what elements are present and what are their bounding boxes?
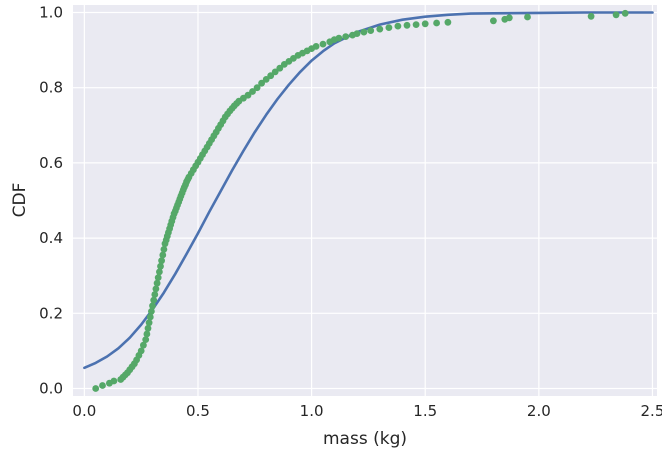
y-tick-label: 1.0 (39, 4, 63, 22)
empirical-cdf-point (444, 18, 452, 26)
y-tick-label: 0.6 (39, 154, 63, 172)
empirical-cdf-point (249, 88, 256, 95)
empirical-cdf-point (621, 9, 629, 17)
grid-lines (73, 5, 657, 396)
empirical-cdf-point (353, 30, 361, 37)
x-axis-label: mass (kg) (323, 429, 407, 449)
empirical-cdf-point (258, 79, 265, 87)
empirical-cdf-point (433, 19, 440, 27)
empirical-cdf-point (160, 246, 168, 253)
y-tick-label: 0.0 (39, 379, 63, 397)
empirical-cdf-point (276, 64, 284, 72)
empirical-cdf-point (137, 347, 145, 355)
empirical-cdf-point (385, 24, 393, 31)
empirical-cdf-point (490, 17, 497, 25)
empirical-cdf-point (312, 43, 320, 50)
empirical-cdf-point (151, 291, 159, 298)
empirical-cdf-point (146, 313, 154, 321)
empirical-cdf-point (158, 257, 166, 265)
y-tick-labels: 0.0 0.2 0.4 0.6 0.8 1.0 (39, 4, 63, 398)
y-axis-label: CDF (10, 183, 30, 218)
empirical-cdf-point (412, 21, 420, 28)
x-tick-label: 0.0 (72, 402, 96, 420)
empirical-cdf-point (99, 382, 106, 389)
empirical-cdf-point (367, 27, 375, 34)
x-tick-label: 0.5 (186, 402, 210, 420)
empirical-cdf-point (244, 91, 252, 99)
plot-area (73, 5, 657, 396)
empirical-cdf-point (524, 13, 531, 21)
empirical-cdf-point (153, 279, 161, 287)
model-cdf-line (83, 11, 654, 370)
empirical-cdf-point (253, 84, 261, 92)
empirical-cdf-point (319, 40, 327, 48)
empirical-cdf-point (148, 308, 155, 315)
empirical-cdf-point (376, 25, 384, 33)
y-tick-label: 0.2 (39, 304, 63, 322)
empirical-cdf-point (150, 296, 158, 304)
empirical-cdf-point (142, 336, 150, 343)
empirical-cdf-point (154, 274, 162, 281)
empirical-cdf-point (421, 20, 429, 28)
empirical-cdf-point (360, 28, 368, 36)
y-tick-label: 0.4 (39, 229, 63, 247)
empirical-cdf-point (152, 285, 160, 293)
empirical-cdf-point (140, 341, 147, 349)
empirical-cdf-point (262, 76, 270, 83)
empirical-cdf-point (144, 324, 152, 332)
empirical-cdf-point (267, 72, 275, 80)
empirical-cdf-point (403, 21, 411, 29)
empirical-cdf-point (110, 377, 118, 385)
empirical-cdf-point (394, 22, 402, 30)
x-tick-label: 2.0 (527, 402, 551, 420)
empirical-cdf-point (157, 262, 164, 270)
empirical-cdf-point (271, 68, 279, 76)
empirical-cdf-point (505, 14, 513, 22)
empirical-cdf-layer (92, 9, 629, 392)
empirical-cdf-point (342, 33, 350, 40)
empirical-cdf-point (156, 268, 163, 276)
x-tick-label: 2.5 (641, 402, 662, 420)
x-tick-label: 1.5 (413, 402, 437, 420)
x-tick-label: 1.0 (300, 402, 324, 420)
empirical-cdf-point (143, 330, 151, 338)
empirical-cdf-point (159, 251, 167, 259)
empirical-cdf-point (92, 385, 100, 392)
empirical-cdf-point (149, 302, 156, 310)
empirical-cdf-point (587, 12, 595, 20)
x-tick-labels: 0.0 0.5 1.0 1.5 2.0 2.5 (72, 402, 662, 420)
model-cdf-layer (83, 11, 654, 370)
empirical-cdf-point (145, 319, 153, 327)
y-tick-label: 0.8 (39, 79, 63, 97)
empirical-cdf-point (335, 34, 343, 42)
empirical-cdf-point (612, 11, 620, 19)
